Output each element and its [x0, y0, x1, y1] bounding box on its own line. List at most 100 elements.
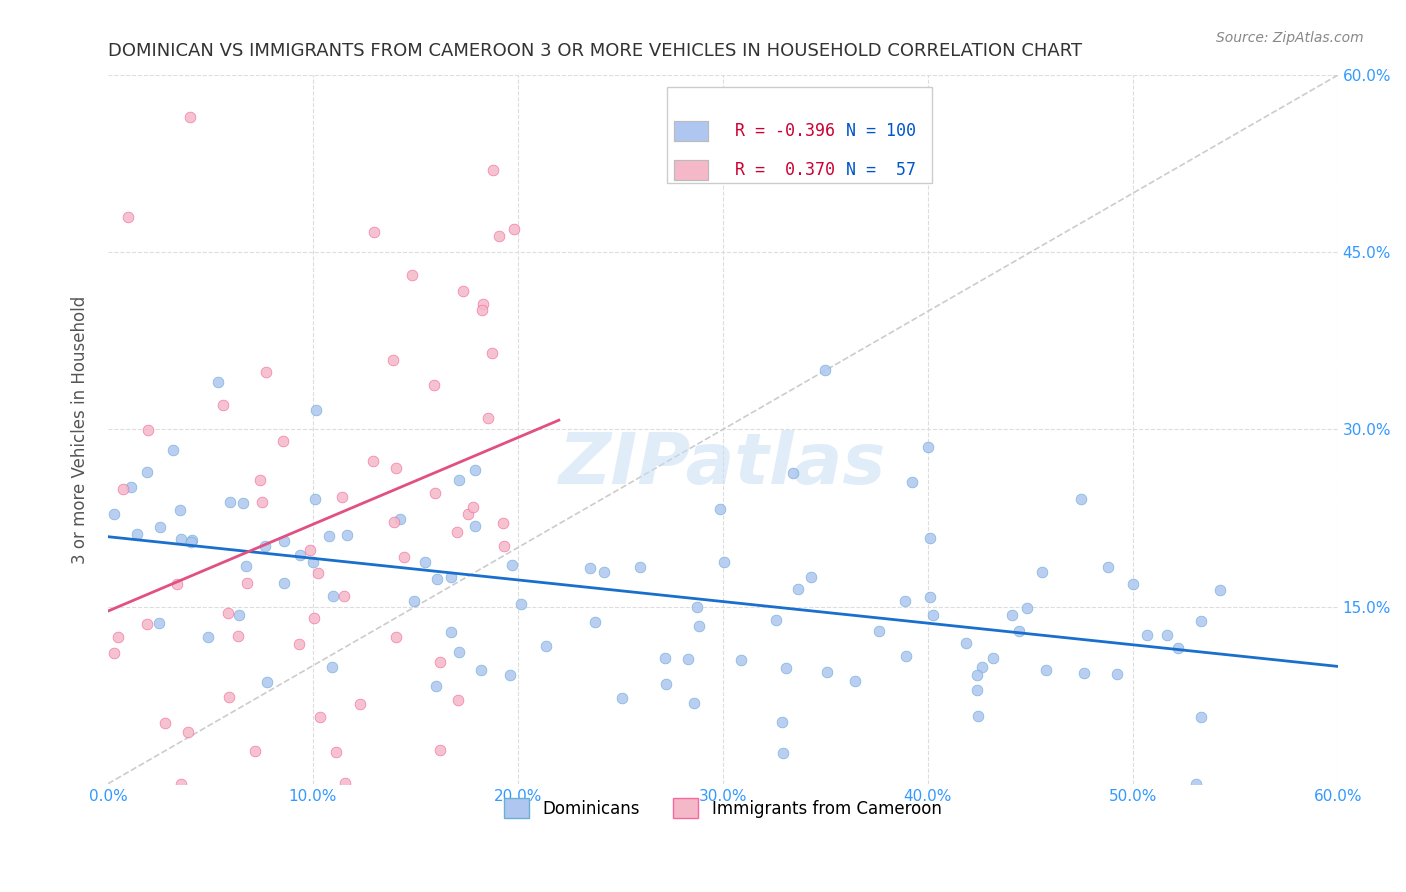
- Point: [967, 708, 990, 723]
- Point: [499, 668, 522, 682]
- Point: [461, 500, 484, 515]
- Point: [502, 222, 524, 236]
- Point: [304, 491, 326, 506]
- Point: [429, 743, 451, 757]
- Point: [440, 569, 463, 583]
- Point: [179, 110, 201, 124]
- Point: [1122, 577, 1144, 591]
- Point: [453, 284, 475, 298]
- Point: [966, 683, 988, 698]
- Point: [610, 691, 633, 706]
- Point: [440, 624, 463, 639]
- Point: [1189, 614, 1212, 628]
- Point: [447, 645, 470, 659]
- Point: [593, 565, 616, 579]
- Point: [273, 533, 295, 548]
- Point: [583, 615, 606, 629]
- Point: [177, 725, 200, 739]
- Point: [336, 528, 359, 542]
- Point: [135, 465, 157, 479]
- Point: [363, 226, 385, 240]
- Point: [103, 508, 125, 522]
- Point: [770, 714, 793, 729]
- Point: [117, 210, 139, 224]
- Point: [501, 558, 523, 572]
- Point: [254, 365, 277, 379]
- Point: [388, 512, 411, 526]
- Point: [920, 531, 942, 545]
- Point: [382, 353, 405, 368]
- Point: [226, 628, 249, 642]
- Point: [111, 482, 134, 496]
- Point: [786, 582, 808, 596]
- Point: [125, 527, 148, 541]
- Point: [464, 463, 486, 477]
- Point: [482, 162, 505, 177]
- Point: [235, 576, 257, 591]
- Point: [361, 454, 384, 468]
- Point: [321, 659, 343, 673]
- Point: [425, 485, 447, 500]
- Text: DOMINICAN VS IMMIGRANTS FROM CAMEROON 3 OR MORE VEHICLES IN HOUSEHOLD CORRELATIO: DOMINICAN VS IMMIGRANTS FROM CAMEROON 3 …: [108, 42, 1083, 60]
- Point: [534, 639, 557, 653]
- Point: [1209, 582, 1232, 597]
- Point: [1035, 663, 1057, 677]
- Point: [235, 558, 257, 573]
- Point: [628, 560, 651, 574]
- Text: ZIPatlas: ZIPatlas: [560, 431, 887, 500]
- Point: [232, 496, 254, 510]
- Point: [917, 440, 939, 454]
- Point: [472, 297, 495, 311]
- Text: R = -0.396: R = -0.396: [735, 122, 835, 140]
- Point: [686, 600, 709, 615]
- Point: [330, 491, 353, 505]
- Point: [302, 555, 325, 569]
- FancyBboxPatch shape: [673, 161, 709, 180]
- Point: [384, 460, 406, 475]
- Point: [970, 660, 993, 674]
- Point: [318, 529, 340, 543]
- Point: [1017, 601, 1039, 615]
- FancyBboxPatch shape: [673, 121, 709, 141]
- Point: [655, 677, 678, 691]
- Point: [218, 690, 240, 705]
- Point: [955, 635, 977, 649]
- Point: [1070, 492, 1092, 507]
- Text: Source: ZipAtlas.com: Source: ZipAtlas.com: [1216, 31, 1364, 45]
- Point: [245, 744, 267, 758]
- Point: [325, 745, 347, 759]
- Legend: Dominicans, Immigrants from Cameroon: Dominicans, Immigrants from Cameroon: [498, 791, 948, 825]
- Point: [212, 398, 235, 412]
- Point: [579, 561, 602, 575]
- Point: [471, 302, 494, 317]
- Point: [307, 566, 329, 580]
- Point: [893, 594, 915, 608]
- Point: [302, 610, 325, 624]
- Point: [799, 570, 821, 584]
- Point: [1097, 560, 1119, 574]
- Point: [218, 495, 240, 509]
- Point: [868, 624, 890, 639]
- Point: [654, 651, 676, 665]
- Point: [120, 480, 142, 494]
- Point: [426, 573, 449, 587]
- Point: [1073, 665, 1095, 680]
- Point: [901, 475, 924, 490]
- Point: [402, 594, 425, 608]
- Point: [510, 597, 533, 611]
- Point: [136, 423, 159, 437]
- Point: [197, 630, 219, 644]
- Point: [446, 524, 468, 539]
- Point: [309, 710, 332, 724]
- Point: [181, 533, 204, 547]
- Text: N =  57: N = 57: [846, 161, 915, 179]
- FancyBboxPatch shape: [673, 121, 709, 141]
- Point: [162, 442, 184, 457]
- Point: [401, 268, 423, 282]
- Point: [217, 606, 239, 620]
- Point: [772, 747, 794, 761]
- Point: [207, 376, 229, 390]
- Point: [392, 550, 415, 565]
- Point: [683, 697, 706, 711]
- Point: [333, 589, 356, 603]
